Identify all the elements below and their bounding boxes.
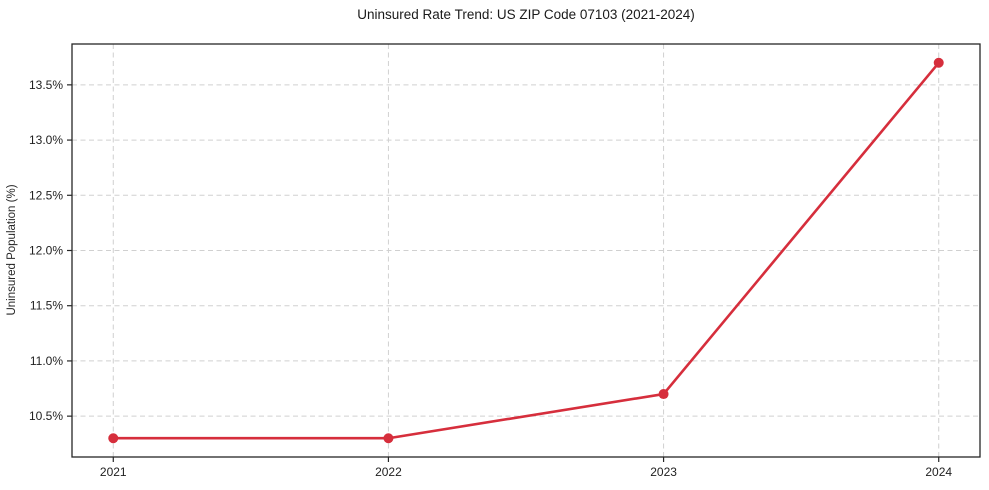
data-point-marker	[383, 433, 394, 444]
data-point-marker	[933, 57, 944, 68]
y-tick-label: 11.0%	[30, 354, 63, 368]
x-tick-label: 2024	[925, 465, 952, 479]
x-tick-label: 2021	[100, 465, 127, 479]
y-tick-label: 13.5%	[29, 78, 63, 92]
y-tick-label: 12.5%	[29, 188, 63, 202]
y-tick-label: 10.5%	[29, 409, 63, 423]
trend-line	[111, 61, 941, 440]
x-tick-label: 2023	[650, 465, 677, 479]
data-point-marker	[658, 389, 669, 400]
y-tick-label: 13.0%	[29, 133, 63, 147]
y-tick-label: 12.0%	[29, 244, 63, 258]
x-tick-label: 2022	[375, 465, 402, 479]
chart-title: Uninsured Rate Trend: US ZIP Code 07103 …	[357, 7, 695, 22]
data-point-marker	[108, 433, 119, 444]
y-tick-label: 11.5%	[30, 299, 63, 313]
